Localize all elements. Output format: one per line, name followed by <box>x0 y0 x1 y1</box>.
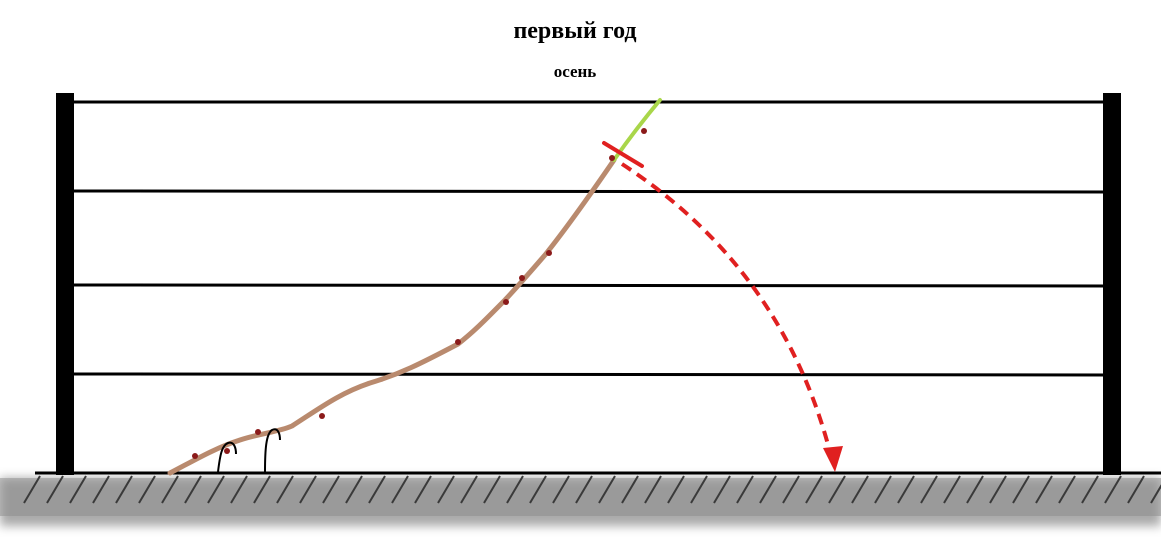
ground-hatch-line <box>713 475 731 504</box>
ground-hatch-line <box>1058 475 1076 504</box>
trellis-post-right <box>1103 93 1121 475</box>
ground-hatch-line <box>644 475 662 504</box>
ground-hatch-line <box>1104 475 1122 504</box>
ground-hatch-line <box>1081 475 1099 504</box>
bend-arrow-path <box>620 162 832 453</box>
ground-hatch-line <box>299 475 317 504</box>
ground-hatch-line <box>1150 484 1161 504</box>
ground-hatch-line <box>138 475 156 504</box>
ground-hatch-line <box>92 475 110 504</box>
ground-hatch-line <box>115 475 133 504</box>
trellis-wire-2 <box>64 189 1113 194</box>
ground-hatch-line <box>575 475 593 504</box>
ground-hatch-line <box>46 475 64 504</box>
vine-buds <box>192 128 647 459</box>
ground-hatch-line <box>943 475 961 504</box>
bud <box>609 155 615 161</box>
ground-hatch-line <box>690 475 708 504</box>
vine-green-tip <box>612 98 662 162</box>
ground-hatch-line <box>1127 475 1145 504</box>
ground-hatch-line <box>161 475 179 504</box>
ground-hatch-line <box>736 475 754 504</box>
ground-hatch-line <box>345 475 363 504</box>
ground-hatch-line <box>253 475 271 504</box>
ground-hatch-line <box>391 475 409 504</box>
ground-hatch-line <box>828 475 846 504</box>
ground-hatch-line <box>851 475 869 504</box>
diagram-subtitle: осень <box>553 62 597 81</box>
ground-hatch-line <box>1012 475 1030 504</box>
bud <box>455 339 461 345</box>
vine-tie <box>217 441 237 473</box>
trellis-post-left <box>56 93 74 475</box>
ground-hatch-line <box>23 475 41 504</box>
bud <box>224 448 230 454</box>
diagram-title: первый год <box>513 18 637 44</box>
ground-hatch <box>23 475 1161 504</box>
bud <box>192 453 198 459</box>
ground-hatch-line <box>782 475 800 504</box>
bud <box>546 250 552 256</box>
ground-hatch-line <box>759 475 777 504</box>
ground-hatch-line <box>230 475 248 504</box>
bud <box>641 128 647 134</box>
pruning-cut-mark <box>602 141 644 168</box>
trellis-wire-4 <box>64 372 1113 377</box>
bud <box>503 299 509 305</box>
ground-hatch-line <box>897 475 915 504</box>
ground-hatch-line <box>529 475 547 504</box>
ground-hatch-line <box>207 475 225 504</box>
bend-arrow-head <box>823 446 843 472</box>
bud <box>319 413 325 419</box>
ground-hatch-line <box>874 475 892 504</box>
ground-hatch-line <box>368 475 386 504</box>
ground-hatch-line <box>437 475 455 504</box>
ground-hatch-line <box>483 475 501 504</box>
vine-tie <box>264 428 281 473</box>
trellis-wire-3 <box>64 283 1113 288</box>
ground-hatch-line <box>966 475 984 504</box>
ground-hatch-line <box>552 475 570 504</box>
ground-hatch-line <box>460 475 478 504</box>
ground-hatch-line <box>276 475 294 504</box>
bud <box>519 275 525 281</box>
ground-hatch-line <box>920 475 938 504</box>
ground-hatch-line <box>414 475 432 504</box>
ground-hatch-line <box>1035 475 1053 504</box>
ground-hatch-line <box>805 475 823 504</box>
ground-hatch-line <box>667 475 685 504</box>
ground-hatch-line <box>184 475 202 504</box>
ground-hatch-line <box>322 475 340 504</box>
ground-hatch-line <box>506 475 524 504</box>
bud <box>255 429 261 435</box>
ground-hatch-line <box>598 475 616 504</box>
ground-hatch-line <box>989 475 1007 504</box>
ground-hatch-line <box>69 475 87 504</box>
ground-hatch-line <box>621 475 639 504</box>
vine-woody-cane <box>167 157 617 476</box>
